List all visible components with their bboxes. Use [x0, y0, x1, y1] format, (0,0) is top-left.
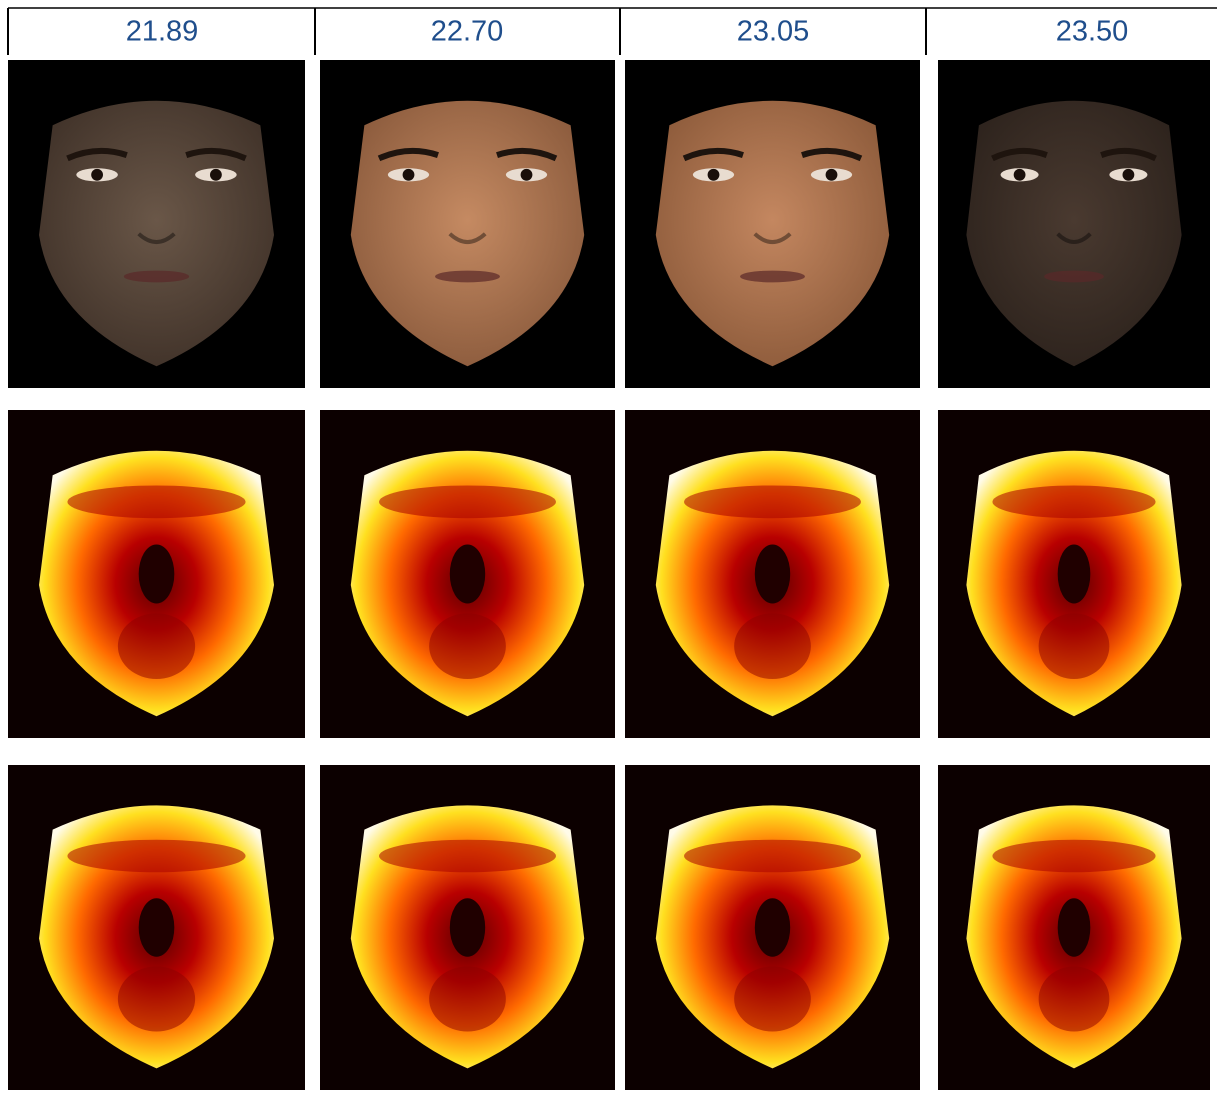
- mouth: [124, 271, 189, 283]
- nose-tip: [450, 544, 485, 603]
- brow-band: [67, 485, 245, 518]
- iris: [403, 169, 415, 181]
- depth-map: [625, 765, 920, 1090]
- mouth: [435, 271, 500, 283]
- nose-tip: [450, 898, 485, 957]
- face-photo: [938, 60, 1210, 388]
- depth-map: [938, 410, 1210, 738]
- depth-map: [320, 765, 615, 1090]
- depth-map: [625, 410, 920, 738]
- chin-shade: [429, 967, 506, 1032]
- chin-shade: [118, 613, 195, 679]
- brow-band: [992, 485, 1155, 518]
- nose-tip: [1058, 898, 1091, 957]
- figure: 21.89 22.70 23.05 23.50: [0, 0, 1217, 1093]
- face-photo: [625, 60, 920, 388]
- nose-tip: [139, 898, 175, 957]
- brow-band: [379, 840, 556, 873]
- iris: [91, 169, 103, 181]
- depth-map: [320, 410, 615, 738]
- face-photo: [320, 60, 615, 388]
- chin-shade: [734, 613, 811, 679]
- header-label: 23.50: [1056, 16, 1129, 48]
- chin-shade: [734, 967, 811, 1032]
- iris: [1122, 169, 1134, 181]
- iris: [210, 169, 222, 181]
- header-label: 23.05: [737, 16, 810, 48]
- nose-tip: [755, 898, 790, 957]
- brow-band: [379, 485, 556, 518]
- chin-shade: [429, 613, 506, 679]
- header-label: 21.89: [126, 16, 199, 48]
- iris: [708, 169, 720, 181]
- header: 21.89 22.70 23.05 23.50: [8, 8, 1217, 55]
- mouth: [740, 271, 805, 283]
- depth-map: [8, 410, 305, 738]
- header-label: 22.70: [431, 16, 504, 48]
- chin-shade: [1039, 967, 1110, 1032]
- iris: [521, 169, 533, 181]
- brow-band: [684, 840, 861, 873]
- mouth: [1044, 271, 1104, 283]
- brow-band: [992, 840, 1155, 873]
- iris: [1014, 169, 1026, 181]
- brow-band: [67, 840, 245, 873]
- nose-tip: [755, 544, 790, 603]
- depth-map: [938, 765, 1210, 1090]
- brow-band: [684, 485, 861, 518]
- depth-map: [8, 765, 305, 1090]
- nose-tip: [1058, 544, 1091, 603]
- chin-shade: [1039, 613, 1110, 679]
- face-photo: [8, 60, 305, 388]
- iris: [826, 169, 838, 181]
- chin-shade: [118, 967, 195, 1032]
- nose-tip: [139, 544, 175, 603]
